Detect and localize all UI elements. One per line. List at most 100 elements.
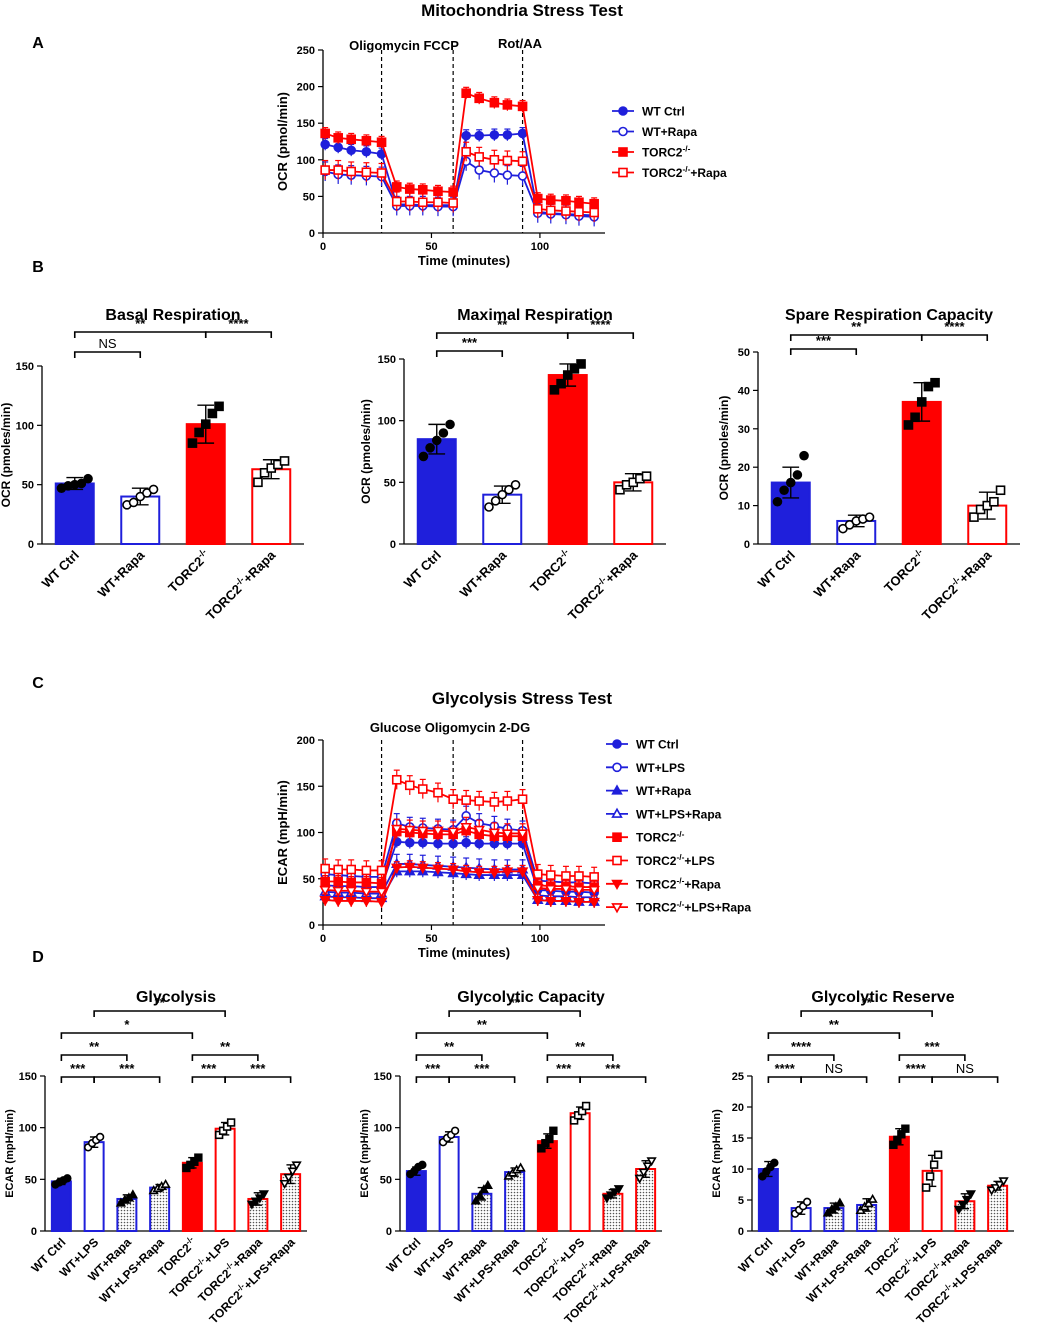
data-point <box>246 1200 258 1210</box>
label-part: TORC2 <box>203 581 245 623</box>
significance-label: *** <box>70 1061 86 1076</box>
data-point <box>319 885 331 897</box>
data-point <box>425 442 435 453</box>
data-point <box>433 838 443 849</box>
legend-marker <box>618 106 628 116</box>
x-tick-label: 50 <box>425 241 437 253</box>
data-point <box>482 1179 493 1190</box>
data-point <box>279 1179 290 1190</box>
data-point <box>258 1190 269 1200</box>
data-point <box>588 885 600 897</box>
data-point <box>360 887 373 898</box>
data-point <box>461 130 471 141</box>
significance-bracket <box>546 1076 581 1083</box>
panel-letter-a: A <box>32 35 44 52</box>
data-point <box>490 496 501 506</box>
significance-bracket <box>789 334 923 341</box>
data-point <box>361 135 372 146</box>
injection-label: Oligomycin FCCP <box>349 38 459 53</box>
legend-label: TORC2-/-+LPS+Rapa <box>636 899 751 915</box>
y-tick-label: 50 <box>380 1174 392 1186</box>
legend-marker <box>612 855 622 866</box>
significance-label: *** <box>462 335 478 350</box>
chart-title: Maximal Respiration <box>457 307 613 324</box>
significance-label: ** <box>220 1039 231 1054</box>
data-point <box>473 825 485 836</box>
data-point <box>770 1158 779 1168</box>
significance-label: **** <box>906 1061 927 1076</box>
y-tick-label: 10 <box>738 501 750 513</box>
series-5 <box>320 769 599 887</box>
data-point <box>903 420 914 430</box>
y-axis-label: ECAR (mpH/min) <box>4 1109 16 1198</box>
y-tick-label: 0 <box>390 539 396 551</box>
data-point <box>502 155 513 166</box>
chart-title: Mitochondria Stress Test <box>421 1 623 20</box>
y-tick-label: 20 <box>732 1102 744 1114</box>
data-point <box>515 1162 526 1172</box>
chart-title: Basal Respiration <box>105 307 240 324</box>
significance-bracket <box>448 1076 516 1083</box>
y-tick-label: 50 <box>738 347 750 359</box>
legend-marker <box>612 739 622 749</box>
significance-bracket <box>93 1010 226 1017</box>
legend-label: TORC2-/-+Rapa <box>642 164 727 180</box>
data-point <box>461 88 471 98</box>
y-tick-label: 40 <box>738 385 750 397</box>
data-point <box>390 863 403 874</box>
y-tick-label: 150 <box>374 1071 392 1083</box>
data-point <box>516 867 529 878</box>
data-point <box>253 477 263 488</box>
significance-label: **** <box>590 317 611 332</box>
data-point <box>95 1132 105 1142</box>
bar <box>181 1161 203 1233</box>
significance-label: NS <box>956 1061 974 1076</box>
data-point <box>254 1194 265 1204</box>
data-point <box>502 170 513 180</box>
category-label: WT+Rapa <box>457 547 510 600</box>
label-part: TORC2 <box>642 166 683 180</box>
y-axis-label: ECAR (mpH/min) <box>359 1109 371 1198</box>
significance-bracket <box>767 1076 802 1083</box>
data-point <box>417 197 428 208</box>
data-point <box>418 1160 427 1170</box>
legend-marker <box>611 879 623 891</box>
data-point <box>474 796 484 806</box>
data-point <box>160 1178 171 1189</box>
data-point <box>438 428 449 438</box>
significance-label: * <box>124 1017 130 1032</box>
y-tick-label: 30 <box>738 424 750 436</box>
legend-marker <box>612 762 622 773</box>
data-point <box>799 450 809 461</box>
data-point <box>375 887 388 898</box>
chart-title: Glycolytic Capacity <box>457 989 605 1006</box>
data-point <box>489 97 500 108</box>
panel-letter-c: C <box>32 675 44 692</box>
data-point <box>346 864 357 875</box>
y-tick-label: 150 <box>297 781 315 793</box>
legend-marker <box>618 147 628 157</box>
y-tick-label: 0 <box>309 228 315 240</box>
data-point <box>517 101 528 112</box>
y-tick-label: 100 <box>297 155 315 167</box>
significance-label: ** <box>575 1039 586 1054</box>
data-point <box>545 1134 554 1144</box>
data-point <box>504 484 514 495</box>
data-point <box>376 865 387 876</box>
significance-bracket <box>767 1032 901 1039</box>
significance-label: *** <box>556 1061 572 1076</box>
significance-bracket <box>931 1076 999 1083</box>
data-point <box>497 489 508 500</box>
data-point <box>404 837 415 848</box>
data-point <box>448 794 458 805</box>
y-tick-label: 50 <box>303 191 315 203</box>
data-point <box>450 1126 460 1135</box>
panel-letter-d: D <box>32 949 44 966</box>
data-point <box>933 1150 943 1159</box>
data-point <box>333 864 343 875</box>
significance-bracket <box>191 1054 259 1061</box>
significance-label: *** <box>425 1061 441 1076</box>
data-point <box>447 827 459 838</box>
label-part: TORC2 <box>636 901 677 915</box>
significance-bracket <box>60 1032 194 1039</box>
